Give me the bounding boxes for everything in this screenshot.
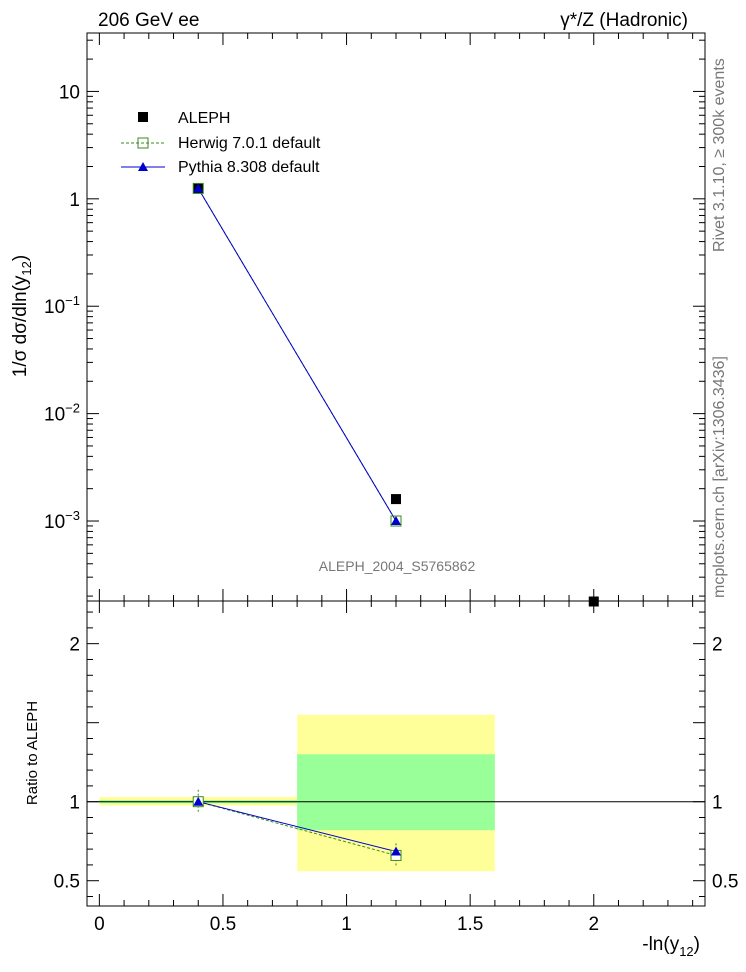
ratio-points xyxy=(192,789,402,868)
main-y-tick-label: 10−1 xyxy=(44,293,80,318)
x-tick-label: 2 xyxy=(588,914,599,935)
main-series-lines xyxy=(197,188,397,522)
aleph-marker-icon xyxy=(138,112,148,122)
legend-item-herwig: Herwig 7.0.1 default xyxy=(121,135,321,152)
legend-item-pythia: Pythia 8.308 default xyxy=(121,159,320,176)
x-tick-label: 0.5 xyxy=(210,914,236,935)
main-points xyxy=(192,182,599,607)
main-panel: 10−3 10−2 10−1 1 10 ALEPH_2004_S5765862 1/σ … xyxy=(10,32,706,607)
x-tick-label: 1 xyxy=(341,914,352,935)
aleph-point xyxy=(391,494,401,505)
legend-label-pythia: Pythia 8.308 default xyxy=(178,159,320,176)
main-y-tick-label: 10−3 xyxy=(44,508,80,533)
legend: ALEPH Herwig 7.0.1 default Pythia 8.308 … xyxy=(121,110,321,176)
ratio-inner-band xyxy=(297,754,495,831)
energy-label: 206 GeV ee xyxy=(98,10,199,31)
ratio-ticks: 0 0.5 1 1.5 2 0.5 0.5 1 1 2 2 xyxy=(54,601,738,935)
ratio-y-tick-label-left: 2 xyxy=(69,635,80,656)
pythia-ratio-point xyxy=(391,846,401,856)
ratio-y-tick-label-right: 1 xyxy=(712,793,723,814)
analysis-watermark: ALEPH_2004_S5765862 xyxy=(319,558,476,574)
main-ticks: 10−3 10−2 10−1 1 10 xyxy=(44,33,705,601)
main-y-tick-label: 10 xyxy=(59,82,80,103)
process-label: γ*/Z (Hadronic) xyxy=(560,10,688,31)
legend-item-aleph: ALEPH xyxy=(138,110,230,127)
pythia-point xyxy=(193,183,204,193)
pythia-ratio-point xyxy=(193,796,204,806)
pythia-marker-icon xyxy=(138,162,148,171)
main-y-tick-label: 1 xyxy=(69,190,80,211)
pythia-ratio-line xyxy=(198,801,397,852)
ratio-panel: 0 0.5 1 1.5 2 0.5 0.5 1 1 2 2 Ratio to ALEPH -ln(y… xyxy=(24,600,738,959)
herwig-marker-icon xyxy=(137,137,149,149)
pythia-point xyxy=(391,516,401,526)
legend-label-herwig: Herwig 7.0.1 default xyxy=(178,135,321,152)
ratio-uncertainty-bands xyxy=(99,714,495,872)
x-tick-label: 1.5 xyxy=(457,914,483,935)
ratio-y-tick-label-right: 0.5 xyxy=(712,872,738,893)
main-y-axis-title: 1/σ dσ/dln(y12) xyxy=(10,255,34,377)
ratio-y-tick-label-left: 1 xyxy=(69,793,80,814)
main-y-tick-label: 10−2 xyxy=(44,401,80,426)
ratio-y-tick-label-right: 2 xyxy=(712,635,723,656)
x-axis-title: -ln(y12) xyxy=(642,934,700,959)
ratio-y-axis-title: Ratio to ALEPH xyxy=(24,701,41,805)
rivet-label: Rivet 3.1.10, ≥ 300k events xyxy=(711,58,728,252)
herwig-ratio-line xyxy=(198,801,397,856)
ratio-y-tick-label-left: 0.5 xyxy=(54,872,80,893)
ratio-series-lines xyxy=(198,801,397,856)
pythia-main-line xyxy=(197,188,397,522)
mcplots-label: mcplots.cern.ch [arXiv:1306.3436] xyxy=(711,356,728,598)
x-tick-label: 0 xyxy=(94,914,105,935)
legend-label-aleph: ALEPH xyxy=(178,110,230,127)
